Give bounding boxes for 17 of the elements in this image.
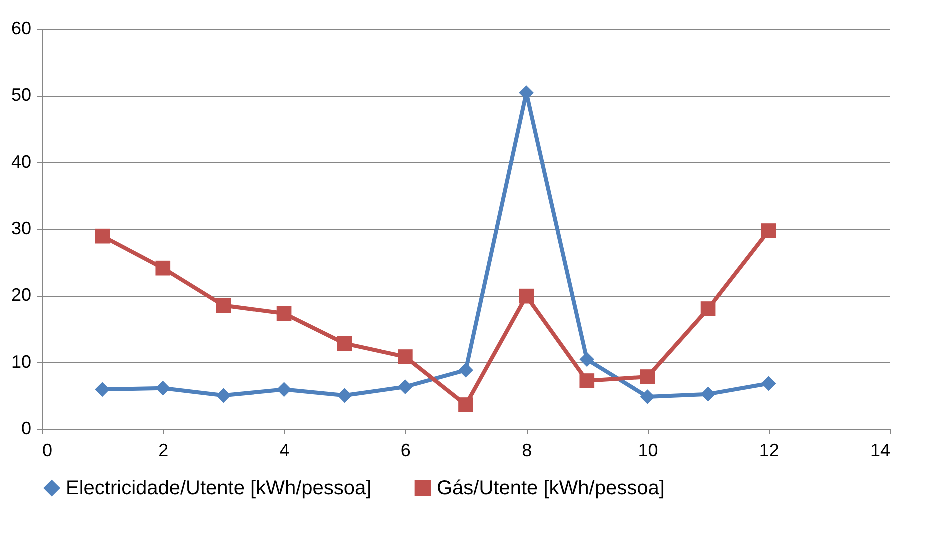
- x-tick-label: 6: [400, 440, 411, 460]
- y-tick-label: 0: [21, 418, 32, 438]
- y-tick-label: 60: [11, 18, 32, 38]
- x-tick-label: 4: [280, 440, 290, 460]
- legend-label: Gás/Utente [kWh/pessoa]: [437, 477, 665, 500]
- y-tick-label: 40: [11, 152, 32, 172]
- x-tick-label: 0: [42, 440, 53, 460]
- x-tick-label: 12: [759, 440, 780, 460]
- y-tick-label: 20: [11, 285, 32, 306]
- legend-label: Electricidade/Utente [kWh/pessoa]: [66, 477, 372, 500]
- x-tick-label: 2: [158, 440, 169, 460]
- y-tick-label: 50: [11, 85, 32, 106]
- x-tick-label: 10: [638, 440, 658, 460]
- x-tick-label: 14: [870, 440, 890, 460]
- y-tick-label: 30: [11, 218, 32, 238]
- y-tick-label: 10: [11, 352, 32, 372]
- x-tick-label: 8: [522, 440, 532, 460]
